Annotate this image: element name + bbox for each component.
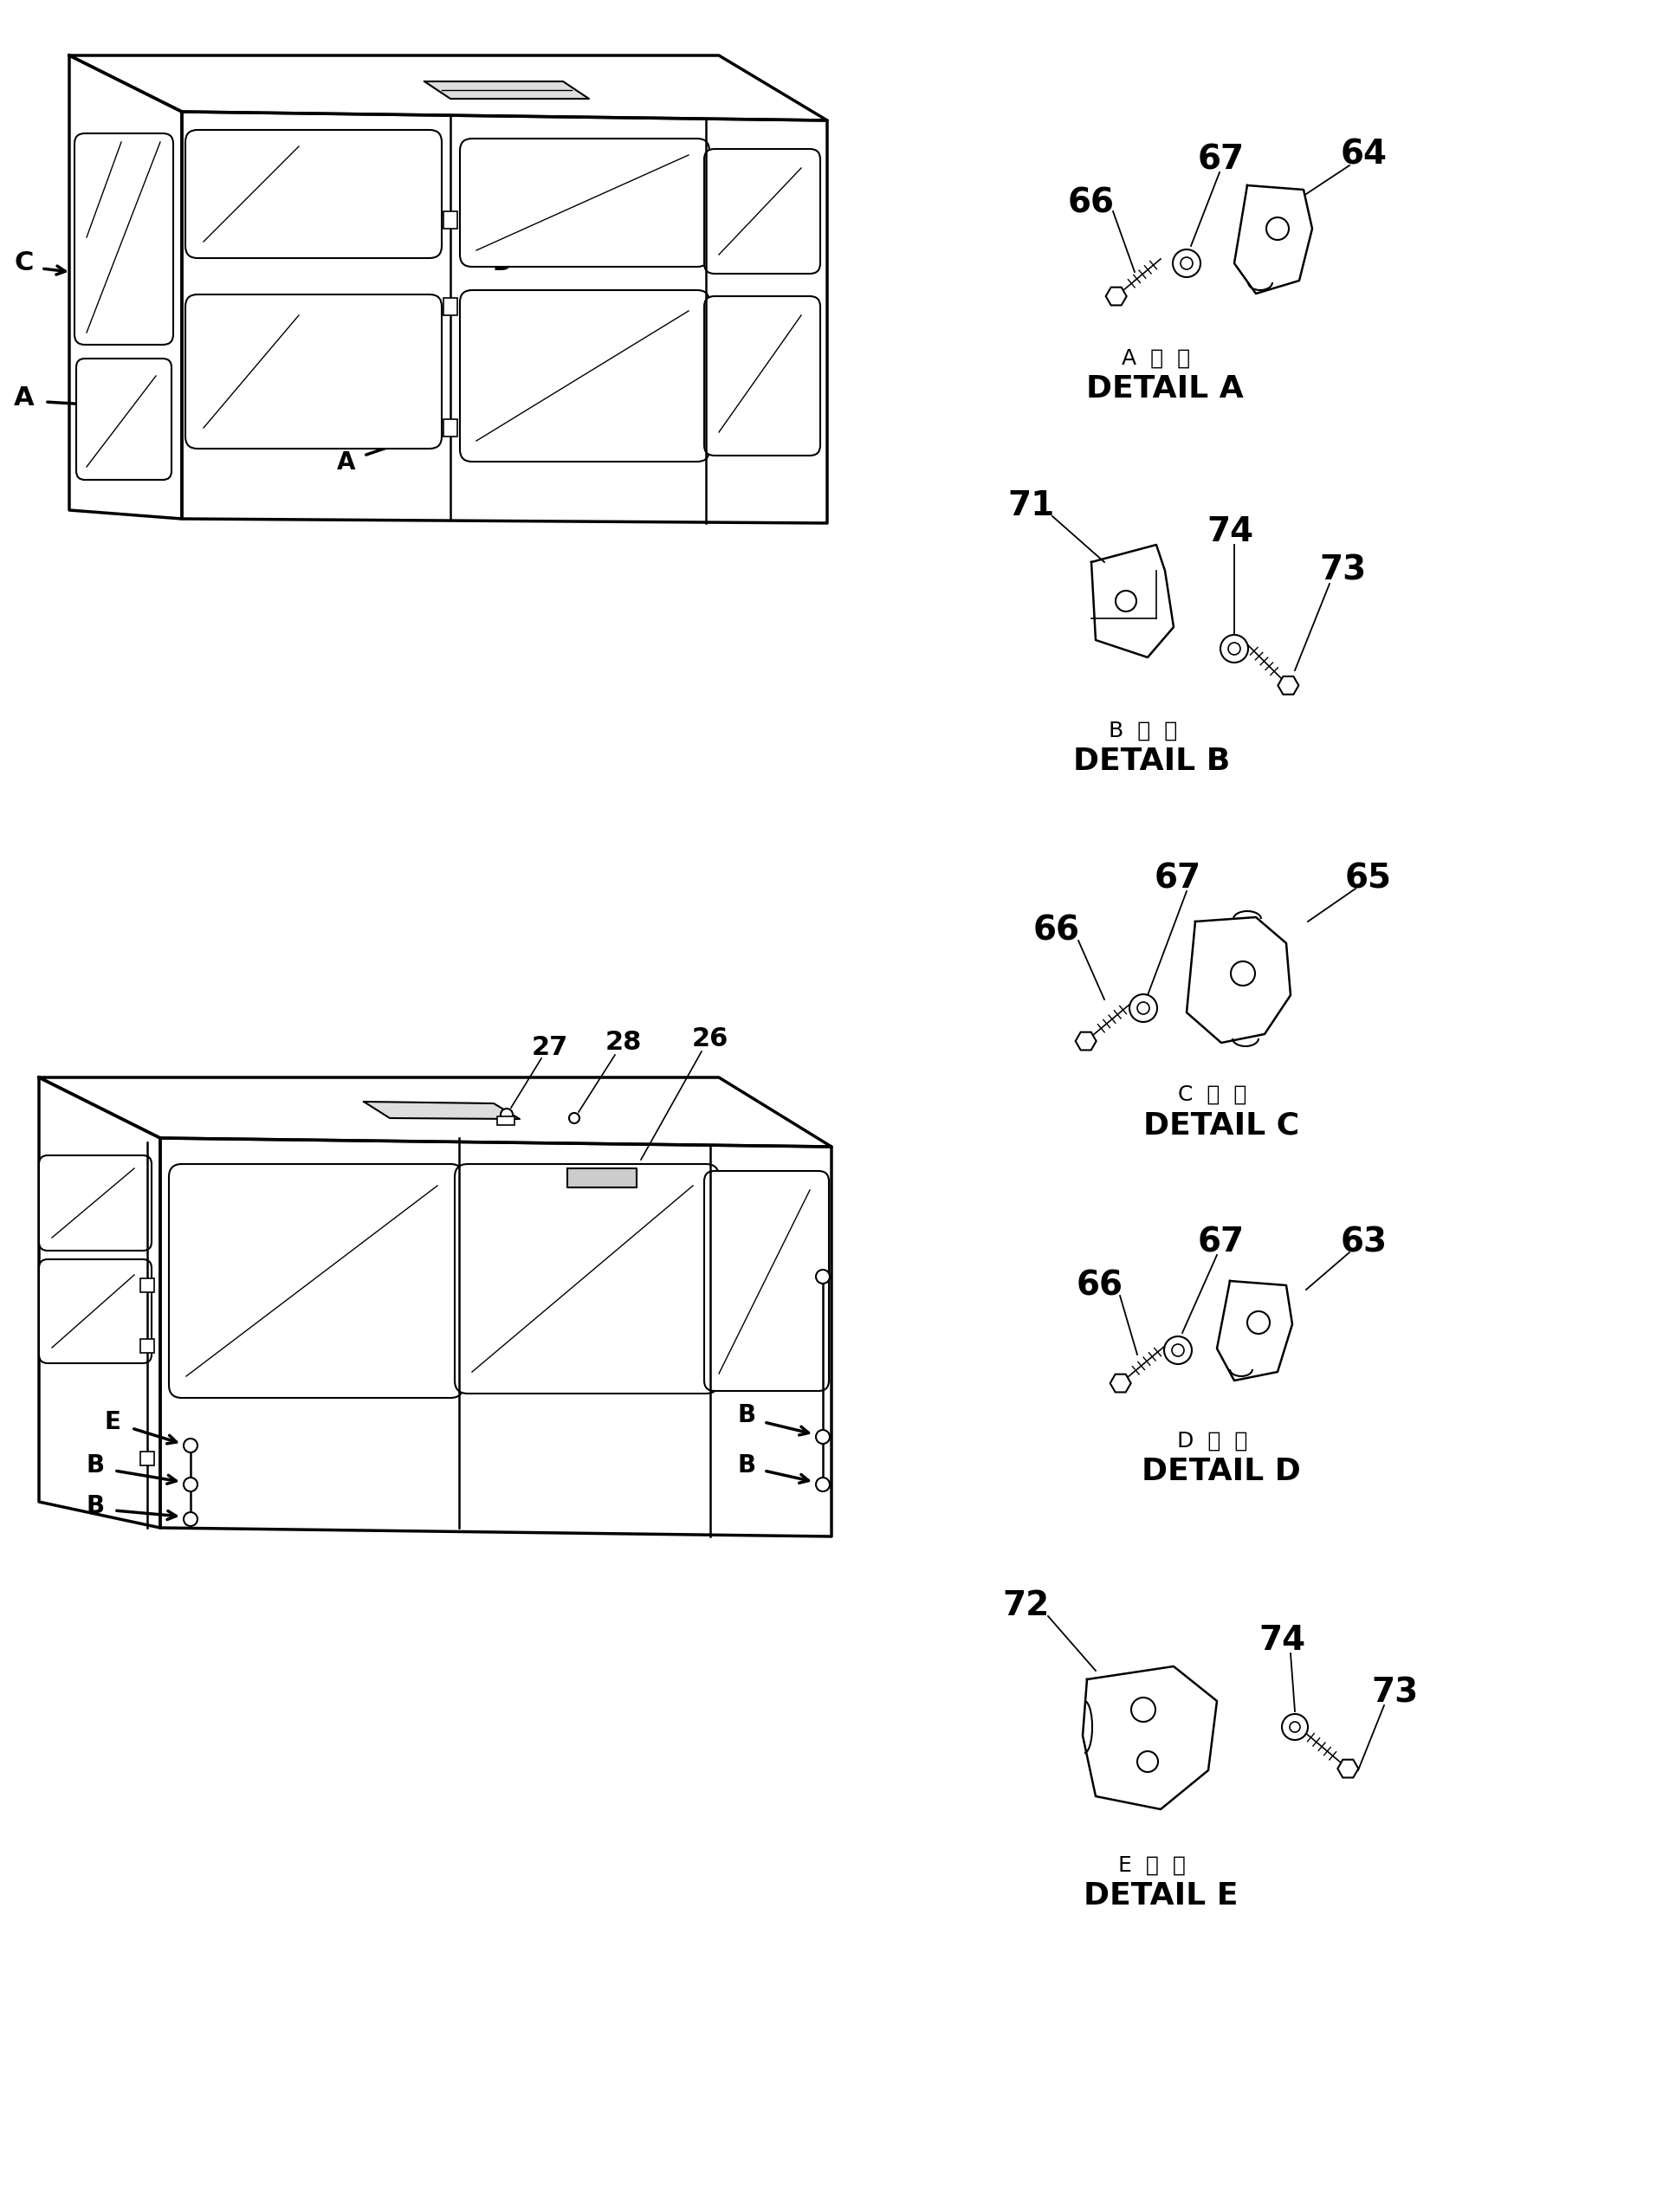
Text: 74: 74 <box>1206 515 1254 549</box>
Polygon shape <box>364 1102 519 1119</box>
Text: 72: 72 <box>1003 1588 1049 1621</box>
Text: D: D <box>492 252 512 276</box>
FancyBboxPatch shape <box>461 290 710 462</box>
Polygon shape <box>424 82 589 100</box>
Circle shape <box>817 1429 830 1444</box>
Circle shape <box>1181 257 1192 270</box>
Text: 65: 65 <box>1345 863 1392 894</box>
FancyBboxPatch shape <box>703 1170 828 1391</box>
Circle shape <box>1282 1714 1307 1741</box>
Polygon shape <box>181 113 827 522</box>
Text: 66: 66 <box>1076 1270 1124 1301</box>
Text: 26: 26 <box>692 1026 728 1051</box>
Text: B: B <box>737 1402 755 1427</box>
Bar <box>497 1117 514 1126</box>
Bar <box>140 1279 155 1292</box>
Bar <box>140 1451 155 1464</box>
Circle shape <box>1221 635 1249 664</box>
Text: 73: 73 <box>1370 1677 1419 1710</box>
Text: A  詳  細: A 詳 細 <box>1123 347 1191 369</box>
Polygon shape <box>38 1077 160 1528</box>
Text: 63: 63 <box>1340 1225 1387 1259</box>
Text: DETAIL B: DETAIL B <box>1074 748 1231 776</box>
Text: E  詳  細: E 詳 細 <box>1118 1856 1186 1876</box>
Bar <box>444 212 457 228</box>
Circle shape <box>501 1108 512 1121</box>
Text: A: A <box>125 416 143 440</box>
Circle shape <box>183 1438 198 1453</box>
Circle shape <box>1137 1002 1149 1013</box>
Text: 66: 66 <box>1068 186 1114 219</box>
Text: 27: 27 <box>532 1035 569 1060</box>
Circle shape <box>817 1478 830 1491</box>
Text: E: E <box>750 1241 767 1265</box>
Polygon shape <box>567 1168 637 1188</box>
Polygon shape <box>1083 1666 1217 1809</box>
FancyBboxPatch shape <box>38 1259 151 1363</box>
Polygon shape <box>160 1137 832 1537</box>
Polygon shape <box>1091 544 1174 657</box>
Text: C: C <box>15 250 33 276</box>
FancyBboxPatch shape <box>454 1164 718 1394</box>
Text: 67: 67 <box>1154 863 1201 894</box>
Circle shape <box>1131 1697 1156 1721</box>
Text: E: E <box>105 1409 121 1433</box>
Polygon shape <box>1217 1281 1292 1380</box>
Text: 74: 74 <box>1259 1624 1305 1657</box>
Text: C  詳  細: C 詳 細 <box>1177 1084 1247 1106</box>
Text: DETAIL E: DETAIL E <box>1083 1880 1237 1911</box>
Circle shape <box>1290 1721 1300 1732</box>
Text: D: D <box>284 217 304 241</box>
Text: B  詳  細: B 詳 細 <box>1109 721 1177 741</box>
Circle shape <box>1247 1312 1271 1334</box>
Circle shape <box>1266 217 1289 239</box>
Text: B: B <box>86 1453 105 1478</box>
Text: 71: 71 <box>1008 489 1054 522</box>
Circle shape <box>183 1478 198 1491</box>
Text: B: B <box>86 1493 105 1517</box>
Polygon shape <box>1234 186 1312 294</box>
FancyBboxPatch shape <box>703 148 820 274</box>
FancyBboxPatch shape <box>76 358 171 480</box>
Circle shape <box>1172 250 1201 276</box>
FancyBboxPatch shape <box>38 1155 151 1250</box>
Text: D  詳  細: D 詳 細 <box>1177 1431 1247 1451</box>
Polygon shape <box>1187 918 1290 1042</box>
FancyBboxPatch shape <box>170 1164 464 1398</box>
Circle shape <box>1137 1752 1157 1772</box>
Text: DETAIL C: DETAIL C <box>1142 1110 1299 1139</box>
Text: B: B <box>737 1453 755 1478</box>
Text: 67: 67 <box>1197 144 1244 175</box>
Text: A: A <box>13 385 35 409</box>
Bar <box>444 420 457 436</box>
Text: 64: 64 <box>1340 139 1387 173</box>
Circle shape <box>817 1270 830 1283</box>
Text: DETAIL A: DETAIL A <box>1086 374 1244 403</box>
Polygon shape <box>70 55 181 520</box>
Circle shape <box>183 1513 198 1526</box>
FancyBboxPatch shape <box>185 294 442 449</box>
Circle shape <box>1229 644 1241 655</box>
FancyBboxPatch shape <box>461 139 710 268</box>
Bar <box>444 299 457 316</box>
Circle shape <box>1164 1336 1192 1365</box>
Text: 67: 67 <box>1197 1225 1244 1259</box>
Polygon shape <box>38 1077 831 1146</box>
Circle shape <box>1172 1345 1184 1356</box>
Circle shape <box>1231 962 1256 987</box>
FancyBboxPatch shape <box>703 296 820 456</box>
FancyBboxPatch shape <box>75 133 173 345</box>
Polygon shape <box>70 55 827 119</box>
Bar <box>140 1338 155 1354</box>
Circle shape <box>569 1113 579 1124</box>
Text: A: A <box>338 451 356 476</box>
Circle shape <box>1116 591 1136 611</box>
Text: 28: 28 <box>605 1031 642 1055</box>
Text: 66: 66 <box>1033 914 1079 947</box>
FancyBboxPatch shape <box>185 131 442 259</box>
Text: 73: 73 <box>1319 555 1365 586</box>
Text: DETAIL D: DETAIL D <box>1142 1458 1300 1486</box>
Circle shape <box>1129 993 1157 1022</box>
